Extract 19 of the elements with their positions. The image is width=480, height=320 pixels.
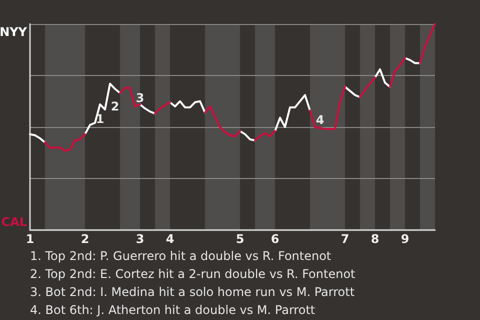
annotation: 2 (110, 99, 120, 114)
annotation: 1 (96, 112, 104, 126)
x-tick-label: 9 (400, 232, 410, 246)
text: 1. Top 2nd: P. Guerrero hit a double vs R. Fontenot (30, 249, 332, 263)
text: 2. Top 2nd: E. Cortez hit a 2-run double vs R. Fontenot (30, 267, 356, 281)
text: CAL (1, 215, 28, 229)
x-tick-label: 8 (370, 232, 380, 246)
x-tick-label: 5 (236, 232, 244, 246)
x-tick-label: 6 (270, 232, 280, 246)
x-tick-label: 2 (80, 232, 90, 246)
annotation: 4 (316, 112, 324, 127)
text: NYY (0, 25, 28, 39)
x-tick-label: 1 (26, 232, 34, 246)
text: 3. Bot 2nd: I. Medina hit a solo home run vs M. Parrott (30, 285, 355, 299)
x-tick-label: 7 (340, 232, 350, 246)
x-tick-label: 4 (166, 232, 174, 246)
text: 4. Bot 6th: J. Atherton hit a double vs M. Parrott (30, 303, 316, 317)
x-tick-label: 3 (136, 232, 144, 246)
annotation: 3 (136, 91, 144, 106)
